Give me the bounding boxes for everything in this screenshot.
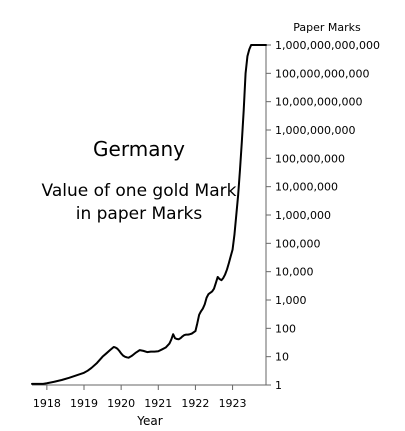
x-tick-label-1923: 1923 [219, 397, 247, 410]
y-tick-label-4: 10,000 [275, 266, 314, 279]
y-axis-label: Paper Marks [293, 21, 361, 34]
x-tick-label-1918: 1918 [33, 397, 61, 410]
y-tick-label-0: 1 [275, 379, 282, 392]
y-tick-label-2: 100 [275, 322, 296, 335]
y-tick-label-6: 1,000,000 [275, 209, 331, 222]
x-tick-label-1921: 1921 [144, 397, 172, 410]
chart-subtitle-line-2: in paper Marks [76, 204, 203, 224]
chart-title: Germany [93, 137, 185, 161]
y-tick-label-3: 1,000 [275, 294, 307, 307]
y-tick-label-12: 1,000,000,000,000 [275, 39, 380, 52]
x-tick-label-1922: 1922 [181, 397, 209, 410]
y-tick-label-8: 100,000,000 [275, 152, 345, 165]
y-tick-label-7: 10,000,000 [275, 181, 338, 194]
y-tick-label-1: 10 [275, 351, 289, 364]
y-tick-label-9: 1,000,000,000 [275, 124, 355, 137]
series-line-0 [31, 44, 267, 385]
x-axis-label: Year [136, 414, 162, 428]
x-tick-label-1920: 1920 [107, 397, 135, 410]
x-ticks: 1918 1919 1920 1921 1922 1923 [33, 385, 247, 410]
chart-subtitle-line-1: Value of one gold Mark [42, 181, 237, 201]
y-tick-label-11: 100,000,000,000 [275, 67, 369, 80]
x-tick-label-1919: 1919 [70, 397, 98, 410]
y-tick-label-5: 100,000 [275, 237, 321, 250]
series-layer [31, 44, 267, 385]
y-ticks: 1 10 100 1,000 10,000 100,000 1,000,000 10,000,… [266, 39, 380, 392]
y-tick-label-10: 10,000,000,000 [275, 96, 362, 109]
